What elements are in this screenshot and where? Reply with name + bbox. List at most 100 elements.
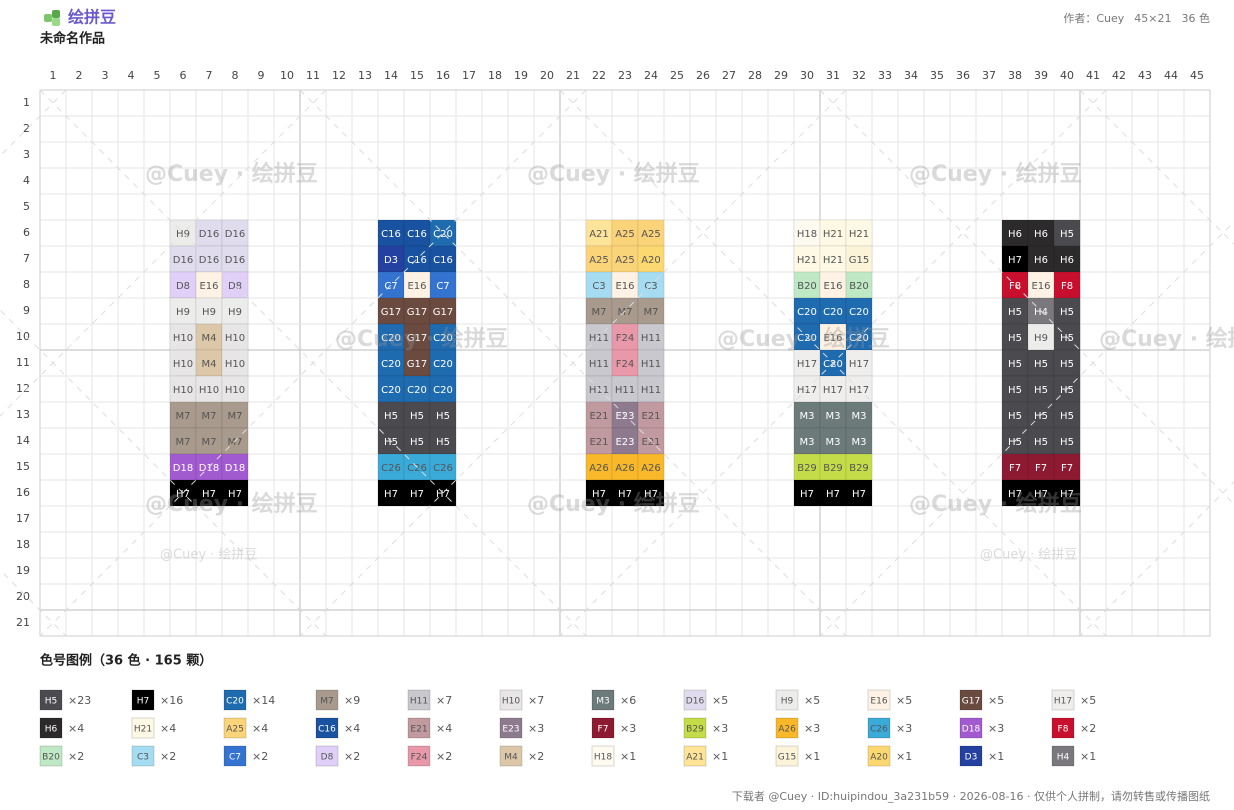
logo-icon: [44, 10, 60, 26]
legend-code: F8: [1058, 725, 1069, 735]
legend-code: C16: [318, 725, 336, 735]
legend-count: ×2: [68, 750, 84, 763]
bead: [377, 479, 405, 507]
bead-code: H7: [852, 489, 866, 500]
legend-count: ×3: [620, 722, 636, 735]
bead: [403, 427, 431, 455]
bead: [195, 401, 223, 429]
legend-swatch: [131, 717, 155, 739]
bead-code: D16: [225, 229, 245, 240]
bead-code: C16: [381, 229, 401, 240]
legend-code: H9: [781, 697, 794, 707]
bead-code: C20: [433, 385, 453, 396]
row-number: 21: [16, 616, 30, 629]
column-number: 19: [514, 69, 528, 82]
row-number: 1: [23, 96, 30, 109]
bead-code: H7: [202, 489, 216, 500]
column-number: 14: [384, 69, 398, 82]
legend-code: B29: [686, 725, 704, 735]
bead-code: C16: [433, 255, 453, 266]
bead-code: E16: [199, 281, 218, 292]
logo: 绘拼豆: [68, 8, 116, 27]
bead: [845, 245, 873, 273]
watermark-line: [0, 89, 67, 157]
bead-code: B20: [797, 281, 817, 292]
bead: [611, 323, 639, 351]
column-number: 38: [1008, 69, 1022, 82]
bead-code: H17: [849, 385, 869, 396]
column-number: 15: [410, 69, 424, 82]
column-number: 18: [488, 69, 502, 82]
bead-code: D3: [384, 255, 398, 266]
legend-swatch: [1051, 689, 1075, 711]
bead-code: H5: [1008, 307, 1022, 318]
bead-code: M7: [228, 437, 243, 448]
bead-code: H5: [384, 411, 398, 422]
bead-code: H5: [1060, 437, 1074, 448]
bead-code: H10: [225, 359, 245, 370]
bead-code: M3: [852, 437, 867, 448]
column-number: 32: [852, 69, 866, 82]
bead-code: H21: [849, 229, 869, 240]
bead-code: M7: [592, 307, 607, 318]
bead-code: C20: [381, 359, 401, 370]
bead-code: H9: [176, 307, 190, 318]
legend-swatch: [1051, 717, 1075, 739]
watermark-line: [559, 89, 1107, 637]
column-number: 24: [644, 69, 658, 82]
bead-code: C7: [384, 281, 397, 292]
bead: [169, 219, 197, 247]
bead-code: M7: [176, 411, 191, 422]
bead-code: A26: [641, 463, 661, 474]
bead: [403, 479, 431, 507]
legend-code: C3: [137, 753, 149, 763]
column-number: 37: [982, 69, 996, 82]
legend-code: A20: [870, 753, 888, 763]
bead-code: F8: [1061, 281, 1073, 292]
bead-code: M4: [202, 333, 217, 344]
row-number: 7: [23, 252, 30, 265]
bead-code: E16: [615, 281, 634, 292]
bead: [819, 427, 847, 455]
bead-code: D16: [199, 229, 219, 240]
bead-code: H7: [228, 489, 242, 500]
bead-code: D16: [225, 255, 245, 266]
bead-code: H6: [1008, 229, 1022, 240]
bead-code: H11: [589, 359, 609, 370]
bead-code: H4: [1034, 307, 1048, 318]
legend-swatch: [315, 745, 339, 767]
bead-code: C20: [433, 229, 453, 240]
column-number: 42: [1112, 69, 1126, 82]
bead: [585, 349, 613, 377]
bead-code: F24: [616, 333, 634, 344]
bead: [1001, 375, 1029, 403]
bead-code: E16: [823, 333, 842, 344]
column-number: 26: [696, 69, 710, 82]
legend-code: M4: [504, 753, 518, 763]
bead: [429, 219, 457, 247]
legend-code: G15: [778, 753, 796, 763]
bead: [169, 375, 197, 403]
bead-code: H5: [1008, 333, 1022, 344]
legend-code: H5: [45, 697, 58, 707]
bead: [845, 297, 873, 325]
bead: [1027, 427, 1055, 455]
bead: [403, 297, 431, 325]
bead-code: C3: [644, 281, 657, 292]
legend-swatch: [131, 689, 155, 711]
legend-swatch: [499, 745, 523, 767]
legend-code: H7: [137, 697, 150, 707]
legend-swatch: [775, 745, 799, 767]
column-number: 29: [774, 69, 788, 82]
bead-code: D8: [228, 281, 242, 292]
bead: [845, 271, 873, 299]
bead-code: M3: [800, 437, 815, 448]
author: 作者：Cuey: [1063, 12, 1124, 25]
bead: [169, 349, 197, 377]
bead: [221, 375, 249, 403]
bead-code: H5: [1008, 411, 1022, 422]
bead-code: H7: [826, 489, 840, 500]
bead-code: H5: [1060, 307, 1074, 318]
bead-code: A26: [589, 463, 609, 474]
bead: [1027, 219, 1055, 247]
